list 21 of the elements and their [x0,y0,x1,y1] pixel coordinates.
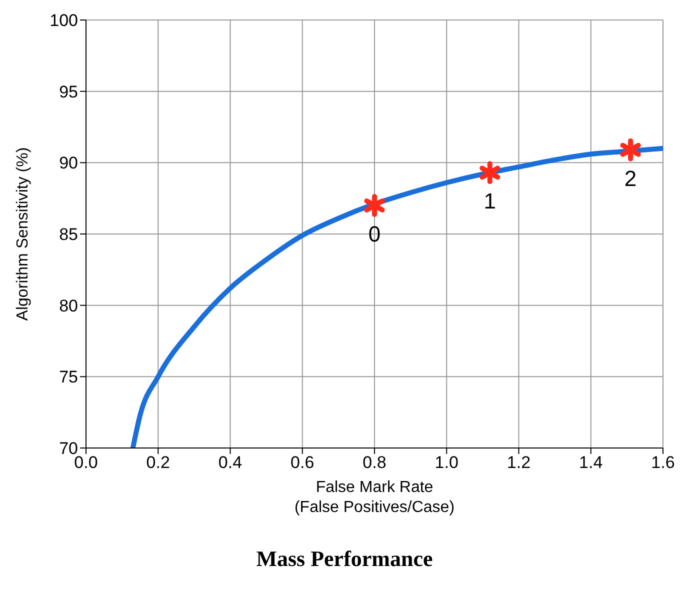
y-tick-label: 85 [59,225,78,244]
x-tick-label: 0.2 [146,453,170,472]
x-axis-title: False Mark Rate (False Positives/Case) [294,479,455,516]
y-tick-label: 100 [50,11,78,30]
y-axis-title: Algorithm Sensitivity (%) [14,147,32,321]
text: Mass Performance [255,546,434,572]
annotation: 1 [484,188,496,214]
x-tick-label: 0.0 [74,453,98,472]
annotation: 0 [368,221,381,246]
x-tick-label: 1.6 [651,453,675,472]
y-tick-label: 90 [59,154,78,173]
x-tick-label: 0.6 [290,453,314,472]
x-tick-label: 1.2 [506,453,531,472]
x-tick-label: 0.8 [362,453,386,472]
y-tick-label: 75 [59,368,78,387]
x-tick-label: 1.4 [579,453,603,472]
x-tick-label: 0.4 [218,453,242,472]
y-tick-label: 95 [59,82,78,102]
x-tick-label: 1.0 [434,453,458,472]
annotation: 2 [624,166,637,191]
y-tick-label: 80 [59,296,78,316]
